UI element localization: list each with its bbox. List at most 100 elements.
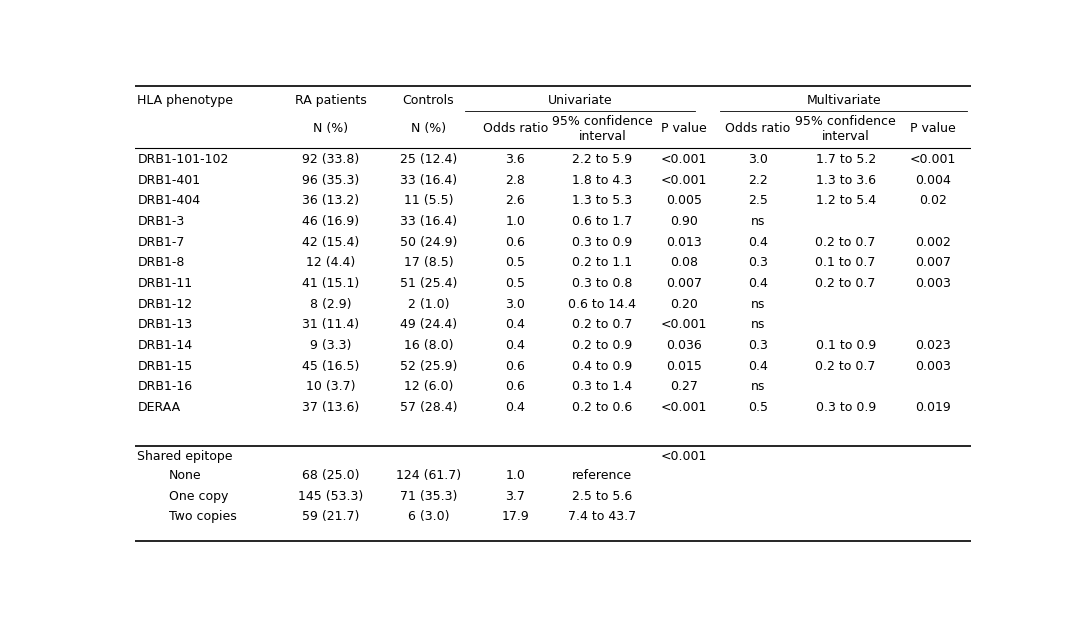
- Text: 57 (28.4): 57 (28.4): [399, 401, 457, 414]
- Text: 0.4: 0.4: [748, 360, 768, 373]
- Text: 0.3 to 1.4: 0.3 to 1.4: [572, 381, 632, 394]
- Text: Two copies: Two copies: [169, 510, 237, 523]
- Text: 0.6: 0.6: [505, 381, 525, 394]
- Text: 31 (11.4): 31 (11.4): [302, 318, 359, 331]
- Text: 0.3: 0.3: [748, 257, 768, 270]
- Text: 1.0: 1.0: [505, 469, 525, 482]
- Text: DRB1-13: DRB1-13: [137, 318, 192, 331]
- Text: 45 (16.5): 45 (16.5): [302, 360, 359, 373]
- Text: 11 (5.5): 11 (5.5): [404, 194, 453, 207]
- Text: DRB1-14: DRB1-14: [137, 339, 192, 352]
- Text: 95% confidence
interval: 95% confidence interval: [795, 115, 896, 143]
- Text: 0.2 to 0.7: 0.2 to 0.7: [816, 360, 876, 373]
- Text: 37 (13.6): 37 (13.6): [302, 401, 359, 414]
- Text: 3.0: 3.0: [505, 298, 525, 311]
- Text: reference: reference: [572, 469, 632, 482]
- Text: 3.6: 3.6: [505, 153, 525, 166]
- Text: 0.5: 0.5: [748, 401, 768, 414]
- Text: 51 (25.4): 51 (25.4): [399, 277, 457, 290]
- Text: 0.3: 0.3: [748, 339, 768, 352]
- Text: 0.02: 0.02: [918, 194, 946, 207]
- Text: DRB1-401: DRB1-401: [137, 174, 201, 187]
- Text: 0.4: 0.4: [748, 236, 768, 249]
- Text: 0.1 to 0.7: 0.1 to 0.7: [816, 257, 876, 270]
- Text: 0.3 to 0.8: 0.3 to 0.8: [572, 277, 632, 290]
- Text: <0.001: <0.001: [661, 450, 708, 463]
- Text: 1.2 to 5.4: 1.2 to 5.4: [816, 194, 876, 207]
- Text: 0.002: 0.002: [915, 236, 951, 249]
- Text: 0.2 to 0.7: 0.2 to 0.7: [816, 277, 876, 290]
- Text: 0.005: 0.005: [666, 194, 702, 207]
- Text: 0.4: 0.4: [505, 401, 525, 414]
- Text: 71 (35.3): 71 (35.3): [399, 490, 457, 503]
- Text: DERAA: DERAA: [137, 401, 180, 414]
- Text: 1.7 to 5.2: 1.7 to 5.2: [816, 153, 876, 166]
- Text: 16 (8.0): 16 (8.0): [404, 339, 453, 352]
- Text: 0.004: 0.004: [915, 174, 951, 187]
- Text: 92 (33.8): 92 (33.8): [302, 153, 359, 166]
- Text: ns: ns: [751, 298, 765, 311]
- Text: DRB1-7: DRB1-7: [137, 236, 185, 249]
- Text: 0.007: 0.007: [666, 277, 702, 290]
- Text: 2.6: 2.6: [505, 194, 525, 207]
- Text: Shared epitope: Shared epitope: [137, 450, 233, 463]
- Text: 0.4: 0.4: [505, 318, 525, 331]
- Text: 0.5: 0.5: [505, 257, 525, 270]
- Text: 68 (25.0): 68 (25.0): [302, 469, 359, 482]
- Text: <0.001: <0.001: [661, 401, 708, 414]
- Text: 2.5: 2.5: [748, 194, 768, 207]
- Text: P value: P value: [661, 122, 707, 135]
- Text: 33 (16.4): 33 (16.4): [400, 174, 456, 187]
- Text: 8 (2.9): 8 (2.9): [310, 298, 352, 311]
- Text: DRB1-12: DRB1-12: [137, 298, 192, 311]
- Text: 145 (53.3): 145 (53.3): [298, 490, 364, 503]
- Text: 3.0: 3.0: [748, 153, 768, 166]
- Text: 1.8 to 4.3: 1.8 to 4.3: [572, 174, 632, 187]
- Text: 12 (4.4): 12 (4.4): [306, 257, 355, 270]
- Text: 0.003: 0.003: [915, 277, 951, 290]
- Text: Odds ratio: Odds ratio: [725, 122, 791, 135]
- Text: P value: P value: [910, 122, 956, 135]
- Text: 46 (16.9): 46 (16.9): [302, 215, 359, 228]
- Text: 7.4 to 43.7: 7.4 to 43.7: [569, 510, 637, 523]
- Text: N (%): N (%): [313, 122, 349, 135]
- Text: DRB1-16: DRB1-16: [137, 381, 192, 394]
- Text: HLA phenotype: HLA phenotype: [137, 94, 233, 107]
- Text: 0.036: 0.036: [667, 339, 702, 352]
- Text: 2.2: 2.2: [748, 174, 768, 187]
- Text: DRB1-15: DRB1-15: [137, 360, 193, 373]
- Text: <0.001: <0.001: [910, 153, 956, 166]
- Text: 0.6 to 14.4: 0.6 to 14.4: [569, 298, 637, 311]
- Text: 10 (3.7): 10 (3.7): [305, 381, 355, 394]
- Text: ns: ns: [751, 215, 765, 228]
- Text: ns: ns: [751, 318, 765, 331]
- Text: None: None: [169, 469, 202, 482]
- Text: 0.023: 0.023: [915, 339, 951, 352]
- Text: <0.001: <0.001: [661, 318, 708, 331]
- Text: 25 (12.4): 25 (12.4): [399, 153, 457, 166]
- Text: 0.019: 0.019: [915, 401, 951, 414]
- Text: Controls: Controls: [402, 94, 454, 107]
- Text: 95% confidence
interval: 95% confidence interval: [552, 115, 653, 143]
- Text: <0.001: <0.001: [661, 153, 708, 166]
- Text: 17.9: 17.9: [502, 510, 529, 523]
- Text: 0.1 to 0.9: 0.1 to 0.9: [816, 339, 876, 352]
- Text: 0.2 to 1.1: 0.2 to 1.1: [572, 257, 632, 270]
- Text: 1.3 to 3.6: 1.3 to 3.6: [816, 174, 876, 187]
- Text: <0.001: <0.001: [661, 174, 708, 187]
- Text: DRB1-8: DRB1-8: [137, 257, 185, 270]
- Text: 0.5: 0.5: [505, 277, 525, 290]
- Text: DRB1-11: DRB1-11: [137, 277, 192, 290]
- Text: 3.7: 3.7: [505, 490, 525, 503]
- Text: 0.27: 0.27: [670, 381, 698, 394]
- Text: Odds ratio: Odds ratio: [482, 122, 548, 135]
- Text: 0.20: 0.20: [670, 298, 698, 311]
- Text: 0.4: 0.4: [748, 277, 768, 290]
- Text: 12 (6.0): 12 (6.0): [404, 381, 453, 394]
- Text: 50 (24.9): 50 (24.9): [399, 236, 457, 249]
- Text: 0.4: 0.4: [505, 339, 525, 352]
- Text: 42 (15.4): 42 (15.4): [302, 236, 359, 249]
- Text: 52 (25.9): 52 (25.9): [399, 360, 457, 373]
- Text: 1.0: 1.0: [505, 215, 525, 228]
- Text: 2 (1.0): 2 (1.0): [408, 298, 449, 311]
